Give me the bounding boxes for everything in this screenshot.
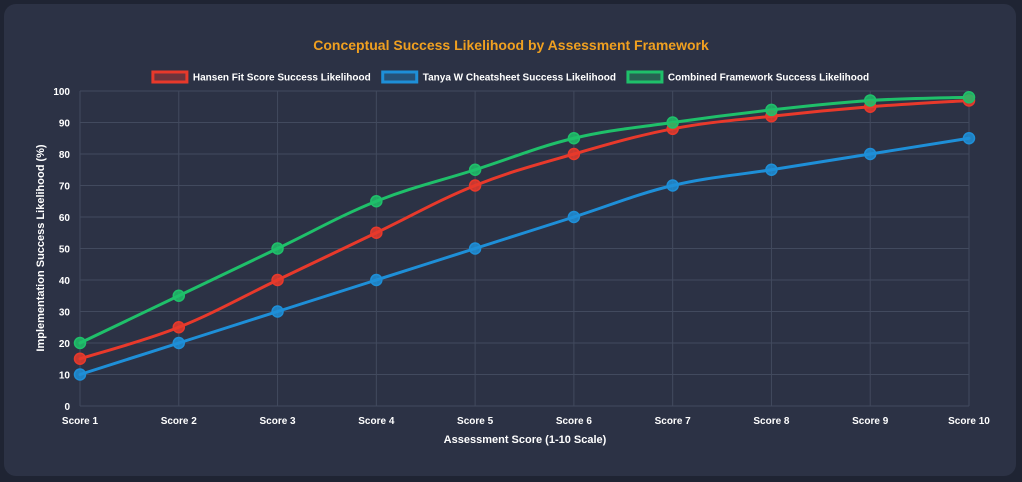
x-axis-ticks: Score 1 Score 2 Score 3 Score 4 Score 5 Score…: [62, 416, 990, 427]
y-tick-label: 80: [59, 150, 71, 161]
x-tick-label: Score 3: [259, 416, 296, 427]
data-point[interactable]: [73, 352, 87, 365]
y-tick-label: 60: [59, 213, 71, 224]
data-point[interactable]: [666, 179, 679, 192]
y-tick-label: 40: [59, 276, 71, 287]
data-point[interactable]: [567, 210, 581, 224]
data-point[interactable]: [370, 273, 383, 287]
legend-label: Tanya W Cheatsheet Success Likelihood: [423, 73, 616, 84]
series-line-2: [78, 95, 971, 345]
y-tick-label: 100: [53, 87, 70, 98]
data-point[interactable]: [765, 163, 778, 176]
y-axis-ticks: 0 10 20 30 40 50 60 70 80 90 100: [53, 87, 70, 413]
data-point[interactable]: [172, 321, 186, 334]
data-point[interactable]: [962, 132, 976, 145]
legend-label: Combined Framework Success Likelihood: [668, 73, 869, 84]
y-tick-label: 90: [59, 119, 71, 130]
data-point[interactable]: [765, 103, 778, 117]
series-line-0: [78, 98, 971, 361]
data-point[interactable]: [370, 195, 383, 208]
legend-item-2[interactable]: Combined Framework Success Likelihood: [626, 70, 869, 84]
x-tick-label: Score 4: [358, 416, 395, 427]
data-point[interactable]: [172, 289, 186, 302]
grid: [79, 90, 970, 407]
legend-label: Hansen Fit Score Success Likelihood: [193, 73, 371, 84]
x-tick-label: Score 5: [457, 416, 494, 427]
x-tick-label: Score 6: [556, 416, 593, 427]
legend-swatch: [381, 70, 419, 84]
data-point[interactable]: [962, 91, 976, 104]
series-lines: [78, 95, 971, 376]
data-point[interactable]: [666, 116, 679, 129]
data-point[interactable]: [271, 273, 284, 287]
data-point[interactable]: [567, 147, 581, 161]
data-point[interactable]: [468, 163, 482, 176]
data-point[interactable]: [567, 132, 581, 145]
data-point[interactable]: [172, 336, 186, 350]
y-tick-label: 50: [59, 245, 71, 256]
data-point[interactable]: [271, 242, 284, 255]
x-tick-label: Score 7: [655, 416, 692, 427]
series-line-1: [78, 136, 971, 376]
y-tick-label: 70: [59, 182, 71, 193]
legend-item-0[interactable]: Hansen Fit Score Success Likelihood: [151, 70, 371, 84]
x-tick-label: Score 8: [753, 416, 790, 427]
legend-swatch: [626, 70, 664, 84]
data-point[interactable]: [370, 226, 383, 239]
x-tick-label: Score 2: [161, 416, 198, 427]
x-tick-label: Score 1: [62, 416, 99, 427]
x-axis-label: Assessment Score (1-10 Scale): [444, 434, 607, 446]
data-point[interactable]: [468, 179, 482, 192]
data-point[interactable]: [468, 242, 482, 255]
y-axis-label: Implementation Success Likelihood (%): [35, 144, 47, 352]
y-tick-label: 20: [59, 339, 71, 350]
legend-item-1[interactable]: Tanya W Cheatsheet Success Likelihood: [381, 70, 616, 84]
series-points: [73, 91, 976, 381]
data-point[interactable]: [863, 147, 877, 161]
data-point[interactable]: [271, 305, 284, 318]
y-tick-label: 30: [59, 308, 71, 319]
data-point[interactable]: [863, 94, 877, 107]
x-tick-label: Score 9: [852, 416, 889, 427]
y-tick-label: 10: [59, 371, 71, 382]
data-point[interactable]: [73, 368, 87, 381]
data-point[interactable]: [73, 336, 87, 350]
y-tick-label: 0: [64, 402, 70, 413]
x-tick-label: Score 10: [948, 416, 990, 427]
legend-swatch: [151, 70, 189, 84]
chart-title: Conceptual Success Likelihood by Assessm…: [313, 37, 709, 53]
legend: Hansen Fit Score Success Likelihood Tanya…: [151, 70, 869, 84]
